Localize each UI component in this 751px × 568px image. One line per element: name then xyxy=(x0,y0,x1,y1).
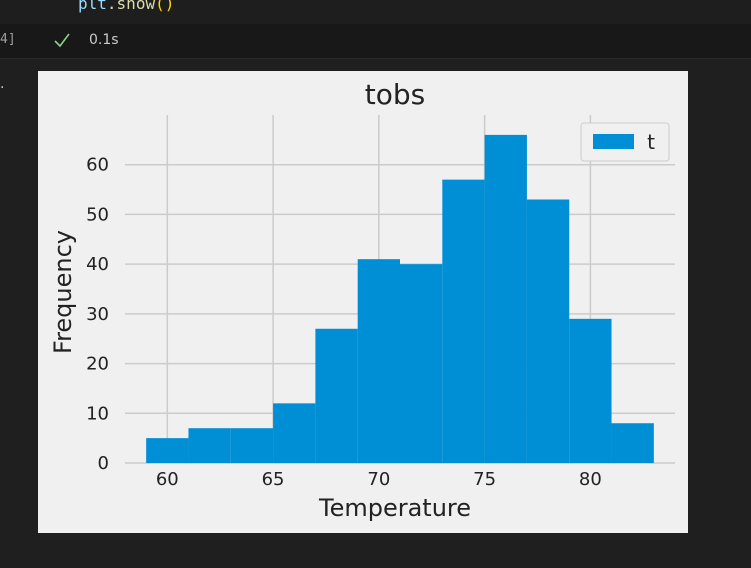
x-tick-label: 80 xyxy=(579,469,602,490)
bars xyxy=(146,134,654,463)
y-tick-label: 0 xyxy=(98,453,109,474)
histogram-figure: 0 10 20 30 40 50 60 60 65 70 75 80 tobs Temperature… xyxy=(38,71,688,533)
x-axis-label: Temperature xyxy=(318,494,471,522)
legend: t xyxy=(580,122,670,162)
histogram-bar xyxy=(146,438,189,463)
y-tick-label: 20 xyxy=(86,354,109,375)
x-tick-label: 60 xyxy=(156,469,179,490)
check-icon xyxy=(54,33,70,48)
y-axis-label: Frequency xyxy=(49,230,77,354)
y-tick-label: 50 xyxy=(86,204,109,225)
histogram-bar xyxy=(526,199,570,463)
histogram-bar xyxy=(400,264,443,463)
histogram-bar xyxy=(357,259,400,463)
histogram-bar xyxy=(484,134,527,463)
code-line[interactable]: plt.show() xyxy=(0,0,751,24)
histogram-bar xyxy=(611,423,654,463)
execution-count: 4] xyxy=(0,32,16,47)
histogram-bar xyxy=(442,179,485,463)
chart-title: tobs xyxy=(365,78,425,111)
histogram-bar xyxy=(230,428,274,463)
y-tick-label: 60 xyxy=(86,155,109,176)
histogram-bar xyxy=(315,328,358,463)
histogram-bar xyxy=(188,428,231,463)
x-tick-label: 75 xyxy=(473,469,496,490)
y-tick-label: 30 xyxy=(86,304,109,325)
legend-swatch xyxy=(593,134,634,149)
code-text: plt.show() xyxy=(78,0,175,13)
x-tick-label: 70 xyxy=(367,469,390,490)
histogram-chart: 0 10 20 30 40 50 60 60 65 70 75 80 tobs Temperature… xyxy=(49,78,675,522)
tick-labels: 0 10 20 30 40 50 60 60 65 70 75 80 xyxy=(86,155,602,490)
output-marker: . xyxy=(0,76,5,92)
execution-time: 0.1s xyxy=(89,32,119,48)
histogram-bar xyxy=(273,403,316,463)
histogram-bar xyxy=(569,318,612,463)
y-tick-label: 10 xyxy=(86,403,109,424)
cell-status-bar: 4] 0.1s xyxy=(0,24,751,59)
legend-label: t xyxy=(647,130,655,154)
x-tick-label: 65 xyxy=(262,469,285,490)
y-tick-label: 40 xyxy=(86,254,109,275)
